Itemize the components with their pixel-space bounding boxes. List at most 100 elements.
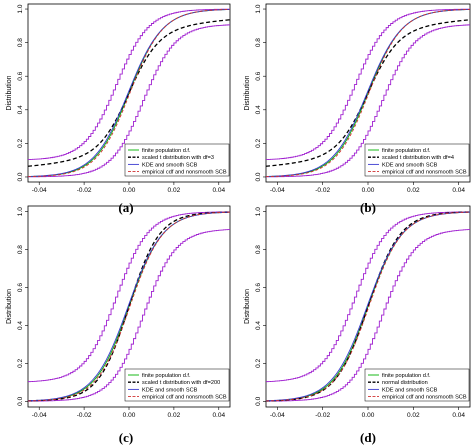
legend-entry: normal distribution bbox=[382, 380, 428, 386]
series-line-4 bbox=[28, 8, 230, 178]
x-tick-label: 0.00 bbox=[123, 187, 136, 194]
plot-area bbox=[28, 211, 230, 402]
chart-panel-b: -0.04 -0.02 0.00 0.02 0.04 0.0 0.2 0.4 0.6 0.8 1.0… bbox=[244, 3, 471, 215]
y-tick-label: 0.8 bbox=[255, 38, 262, 47]
panel-caption: (a) bbox=[118, 200, 133, 215]
y-tick-label: 0.6 bbox=[255, 283, 262, 292]
legend-entry: finite population d.f. bbox=[142, 148, 191, 154]
x-tick-label: 0.04 bbox=[212, 187, 225, 194]
x-tick-label: -0.04 bbox=[32, 412, 47, 419]
y-tick-label: 1.0 bbox=[255, 4, 262, 13]
y-tick-label: 1.0 bbox=[17, 4, 24, 13]
legend-entry: empirical cdf and nonsmooth SCB bbox=[142, 395, 227, 401]
scb-upper-band bbox=[266, 211, 470, 383]
series-line-2 bbox=[266, 211, 470, 402]
scb-lower-band bbox=[266, 229, 470, 402]
x-tick-label: 0.00 bbox=[362, 412, 375, 419]
chart-panel-a: -0.04 -0.02 0.00 0.02 0.04 0.0 0.2 0.4 0.6 0.8 1.0… bbox=[6, 3, 231, 215]
series-line-3 bbox=[266, 9, 470, 177]
y-axis-label: Distribution bbox=[244, 289, 251, 324]
y-tick-label: 0.6 bbox=[255, 71, 262, 80]
y-tick-label: 0.2 bbox=[255, 138, 262, 147]
legend-entry: KDE and smooth SCB bbox=[382, 162, 438, 168]
legend-box bbox=[124, 368, 230, 402]
series-line-3 bbox=[28, 211, 230, 402]
y-tick-label: 0.0 bbox=[17, 172, 24, 181]
scb-lower-band bbox=[28, 229, 230, 402]
x-tick-label: -0.04 bbox=[270, 187, 285, 194]
chart-panel-c: -0.04 -0.02 0.00 0.02 0.04 0.0 0.2 0.4 0.6 0.8 1.0… bbox=[6, 205, 231, 445]
legend-entry: scaled t distribution with df=3 bbox=[142, 155, 214, 161]
y-tick-label: 0.6 bbox=[17, 283, 24, 292]
legend-entry: empirical cdf and nonsmooth SCB bbox=[382, 395, 467, 401]
series-line-4 bbox=[266, 211, 470, 402]
y-tick-label: 1.0 bbox=[17, 207, 24, 216]
y-tick-label: 0.8 bbox=[255, 245, 262, 254]
legend-box bbox=[124, 143, 230, 177]
legend-entry: scaled t distribution with df=4 bbox=[382, 155, 454, 161]
y-axis-label: Distribution bbox=[6, 75, 13, 110]
y-tick-label: 1.0 bbox=[255, 207, 262, 216]
panel-caption: (b) bbox=[360, 200, 376, 215]
legend-entry: KDE and smooth SCB bbox=[382, 387, 438, 393]
legend-entry: scaled t distribution with df=200 bbox=[142, 380, 220, 386]
y-tick-label: 0.0 bbox=[255, 396, 262, 405]
series-line-2 bbox=[266, 19, 470, 167]
series-line-2 bbox=[28, 19, 230, 167]
legend-entry: finite population d.f. bbox=[382, 148, 431, 154]
y-tick-label: 0.2 bbox=[17, 358, 24, 367]
x-tick-label: 0.00 bbox=[123, 412, 136, 419]
legend-entry: finite population d.f. bbox=[382, 373, 431, 379]
legend-entry: empirical cdf and nonsmooth SCB bbox=[382, 170, 467, 176]
y-tick-label: 0.2 bbox=[17, 138, 24, 147]
plot-area bbox=[28, 8, 230, 178]
series-line-2 bbox=[28, 211, 230, 402]
legend: finite population d.f.scaled t distribut… bbox=[364, 143, 470, 177]
y-axis-label: Distribution bbox=[244, 75, 251, 110]
series-line-4 bbox=[28, 211, 230, 402]
x-tick-label: 0.04 bbox=[452, 187, 465, 194]
x-tick-label: 0.04 bbox=[212, 412, 225, 419]
x-tick-label: 0.02 bbox=[168, 187, 181, 194]
x-tick-label: 0.02 bbox=[168, 412, 181, 419]
y-tick-label: 0.4 bbox=[255, 321, 262, 330]
legend: finite population d.f.normal distributio… bbox=[364, 368, 470, 402]
y-tick-label: 0.4 bbox=[17, 105, 24, 114]
plot-area bbox=[266, 8, 470, 178]
x-tick-label: -0.02 bbox=[315, 412, 330, 419]
x-tick-label: -0.02 bbox=[315, 187, 330, 194]
x-tick-label: -0.02 bbox=[77, 187, 92, 194]
x-tick-label: -0.04 bbox=[270, 412, 285, 419]
legend-entry: finite population d.f. bbox=[142, 373, 191, 379]
legend-entry: KDE and smooth SCB bbox=[142, 387, 198, 393]
scb-upper-band bbox=[28, 211, 230, 383]
panel-caption: (d) bbox=[360, 430, 376, 445]
plot-area bbox=[266, 211, 470, 402]
y-tick-label: 0.8 bbox=[17, 38, 24, 47]
y-axis-label: Distribution bbox=[6, 289, 13, 324]
legend: finite population d.f.scaled t distribut… bbox=[124, 368, 230, 402]
legend-box bbox=[364, 143, 470, 177]
y-tick-label: 0.0 bbox=[255, 172, 262, 181]
legend: finite population d.f.scaled t distribut… bbox=[124, 143, 230, 177]
y-tick-label: 0.8 bbox=[17, 245, 24, 254]
x-tick-label: 0.02 bbox=[407, 412, 420, 419]
y-tick-label: 0.0 bbox=[17, 396, 24, 405]
scb-lower-band bbox=[266, 24, 470, 178]
x-tick-label: -0.02 bbox=[77, 412, 92, 419]
legend-entry: KDE and smooth SCB bbox=[142, 162, 198, 168]
legend-entry: empirical cdf and nonsmooth SCB bbox=[142, 170, 227, 176]
x-tick-label: -0.04 bbox=[32, 187, 47, 194]
y-tick-label: 0.4 bbox=[255, 105, 262, 114]
y-tick-label: 0.6 bbox=[17, 71, 24, 80]
x-tick-label: 0.00 bbox=[362, 187, 375, 194]
y-tick-label: 0.4 bbox=[17, 321, 24, 330]
x-tick-label: 0.02 bbox=[407, 187, 420, 194]
scb-upper-band bbox=[266, 8, 470, 160]
x-tick-label: 0.04 bbox=[452, 412, 465, 419]
legend-box bbox=[364, 368, 470, 402]
chart-panel-d: -0.04 -0.02 0.00 0.02 0.04 0.0 0.2 0.4 0.6 0.8 1.0… bbox=[244, 205, 471, 445]
y-tick-label: 0.2 bbox=[255, 358, 262, 367]
scb-lower-band bbox=[28, 24, 230, 178]
